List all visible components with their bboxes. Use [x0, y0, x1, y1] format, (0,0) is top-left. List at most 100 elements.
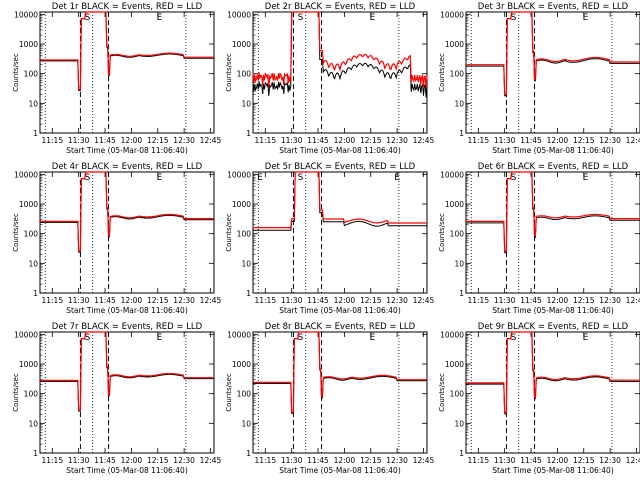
series-lld-line [466, 171, 640, 252]
x-tick-label: 12:15 [573, 456, 595, 465]
x-tick-label: 11:45 [520, 456, 542, 465]
chart-panel-4: Det 4r BLACK = Events, RED = LLD 1 10 100 10… [12, 162, 222, 315]
chart-panel-3: Det 3r BLACK = Events, RED = LLD 1 10 100 10… [438, 2, 640, 155]
x-tick-label: 12:45 [200, 456, 222, 465]
y-axis-label: Counts/sec [225, 213, 233, 252]
series-lld-line [253, 171, 427, 229]
x-tick-label: 11:15 [41, 296, 63, 305]
y-tick-label: 10 [454, 259, 464, 268]
interval-marker-label: S [298, 13, 304, 23]
y-tick-label: 10 [454, 419, 464, 428]
x-tick-label: 11:30 [68, 296, 90, 305]
x-axis-label: Start Time (05-Mar-08 11:06:40) [492, 306, 614, 315]
y-tick-label: 1000 [19, 200, 38, 209]
y-tick-label: 10000 [227, 330, 251, 339]
y-axis-label: Counts/sec [438, 373, 446, 412]
x-tick-label: 12:00 [547, 296, 569, 305]
x-axis-label: Start Time (05-Mar-08 11:06:40) [279, 466, 401, 475]
interval-marker-label: E [370, 13, 376, 23]
x-axis-label: Start Time (05-Mar-08 11:06:40) [66, 466, 188, 475]
y-axis-label: Counts/sec [12, 373, 20, 412]
plot-frame [252, 171, 428, 294]
y-axis-label: Counts/sec [438, 213, 446, 252]
y-tick-label: 1 [33, 449, 38, 458]
interval-marker-label: E [394, 173, 400, 183]
x-tick-label: 11:30 [281, 296, 303, 305]
series-lld-line [466, 331, 640, 414]
x-tick-label: 12:00 [334, 296, 356, 305]
y-tick-label: 10 [28, 259, 38, 268]
x-axis-label: Start Time (05-Mar-08 11:06:40) [279, 306, 401, 315]
x-tick-label: 12:00 [121, 296, 143, 305]
chart-panel-7: Det 7r BLACK = Events, RED = LLD 1 10 100 10… [12, 322, 222, 475]
interval-marker-label: E [583, 13, 589, 23]
series-lld-line [40, 171, 214, 252]
x-tick-label: 12:30 [173, 136, 195, 145]
y-tick-label: 10000 [14, 170, 38, 179]
interval-marker-label: E [157, 173, 163, 183]
y-tick-label: 1000 [232, 200, 251, 209]
x-tick-label: 12:15 [147, 296, 169, 305]
x-tick-label: 11:30 [68, 136, 90, 145]
y-tick-label: 100 [450, 230, 465, 239]
series-events-line [252, 11, 428, 98]
x-tick-label: 11:15 [254, 456, 276, 465]
y-axis-label: Counts/sec [225, 53, 233, 92]
x-tick-label: 12:45 [200, 136, 222, 145]
plot-frame [39, 171, 215, 294]
x-tick-label: 12:30 [599, 456, 621, 465]
x-tick-label: 12:15 [360, 136, 382, 145]
x-tick-label: 12:45 [413, 456, 435, 465]
y-tick-label: 1 [459, 289, 464, 298]
chart-panel-8: Det 8r BLACK = Events, RED = LLD 1 10 100 10… [225, 322, 435, 475]
y-tick-label: 1000 [445, 360, 464, 369]
series-events-line [40, 11, 214, 91]
chart-title: Det 5r BLACK = Events, RED = LLD [265, 162, 416, 172]
y-tick-label: 10000 [440, 170, 464, 179]
chart-title: Det 2r BLACK = Events, RED = LLD [265, 2, 416, 12]
chart-panel-1: Det 1r BLACK = Events, RED = LLD 1 10 100 10… [12, 2, 222, 155]
x-tick-label: 11:30 [68, 456, 90, 465]
y-tick-label: 1000 [232, 360, 251, 369]
interval-marker-label: S [85, 173, 91, 183]
interval-marker-label: S [85, 333, 91, 343]
y-axis-label: Counts/sec [12, 53, 20, 92]
x-tick-label: 12:30 [386, 456, 408, 465]
x-tick-label: 12:30 [173, 456, 195, 465]
x-tick-label: 12:45 [626, 136, 640, 145]
x-tick-label: 12:15 [360, 456, 382, 465]
x-tick-label: 12:15 [147, 456, 169, 465]
plot-frame [39, 331, 215, 454]
x-tick-label: 11:30 [281, 456, 303, 465]
series-events-line [40, 331, 214, 412]
interval-marker-label: S [298, 173, 304, 183]
chart-title: Det 3r BLACK = Events, RED = LLD [478, 2, 629, 12]
x-tick-label: 11:45 [307, 136, 329, 145]
x-tick-label: 12:15 [573, 296, 595, 305]
y-tick-label: 10 [241, 99, 251, 108]
y-tick-label: 1 [459, 449, 464, 458]
x-tick-label: 12:30 [599, 296, 621, 305]
chart-title: Det 1r BLACK = Events, RED = LLD [52, 2, 203, 12]
y-tick-label: 100 [237, 390, 252, 399]
x-tick-label: 11:45 [94, 456, 116, 465]
x-tick-label: 11:30 [494, 456, 516, 465]
series-events-line [466, 171, 640, 254]
y-tick-label: 1000 [445, 40, 464, 49]
x-tick-label: 12:45 [413, 296, 435, 305]
y-tick-label: 100 [450, 390, 465, 399]
x-tick-label: 12:45 [626, 296, 640, 305]
x-tick-label: 12:45 [413, 136, 435, 145]
x-tick-label: 11:15 [467, 456, 489, 465]
y-tick-label: 10 [28, 419, 38, 428]
x-axis-label: Start Time (05-Mar-08 11:06:40) [66, 146, 188, 155]
y-tick-label: 100 [24, 70, 39, 79]
x-tick-label: 11:45 [94, 296, 116, 305]
x-tick-label: 12:30 [173, 296, 195, 305]
y-tick-label: 10 [241, 259, 251, 268]
x-tick-label: 12:15 [147, 136, 169, 145]
interval-marker-label: E [157, 13, 163, 23]
x-tick-label: 11:45 [307, 296, 329, 305]
y-tick-label: 1000 [19, 360, 38, 369]
